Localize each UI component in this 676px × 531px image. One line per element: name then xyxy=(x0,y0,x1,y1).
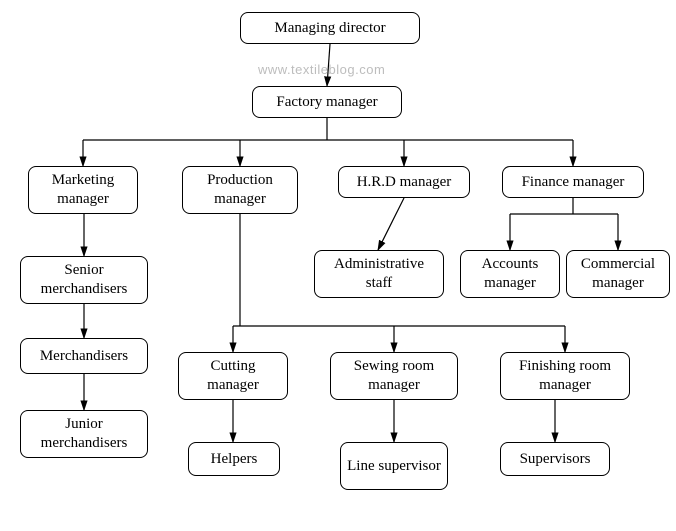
node-pm: Production manager xyxy=(182,166,298,214)
node-fin: Finance manager xyxy=(502,166,644,198)
node-cut: Cutting manager xyxy=(178,352,288,400)
node-acc: Accounts manager xyxy=(460,250,560,298)
node-fm: Factory manager xyxy=(252,86,402,118)
node-md: Managing director xyxy=(240,12,420,44)
node-mer: Merchandisers xyxy=(20,338,148,374)
node-adm: Administrative staff xyxy=(314,250,444,298)
node-sup: Supervisors xyxy=(500,442,610,476)
node-hrd: H.R.D manager xyxy=(338,166,470,198)
node-finr: Finishing room manager xyxy=(500,352,630,400)
node-line: Line supervisor xyxy=(340,442,448,490)
node-sew: Sewing room manager xyxy=(330,352,458,400)
node-com: Commercial manager xyxy=(566,250,670,298)
node-sm: Senior merchandisers xyxy=(20,256,148,304)
node-jm: Junior merchandisers xyxy=(20,410,148,458)
org-chart: www.textileblog.com Managing director Fac… xyxy=(0,0,676,531)
node-mkm: Marketing manager xyxy=(28,166,138,214)
watermark-text: www.textileblog.com xyxy=(258,62,385,77)
node-help: Helpers xyxy=(188,442,280,476)
